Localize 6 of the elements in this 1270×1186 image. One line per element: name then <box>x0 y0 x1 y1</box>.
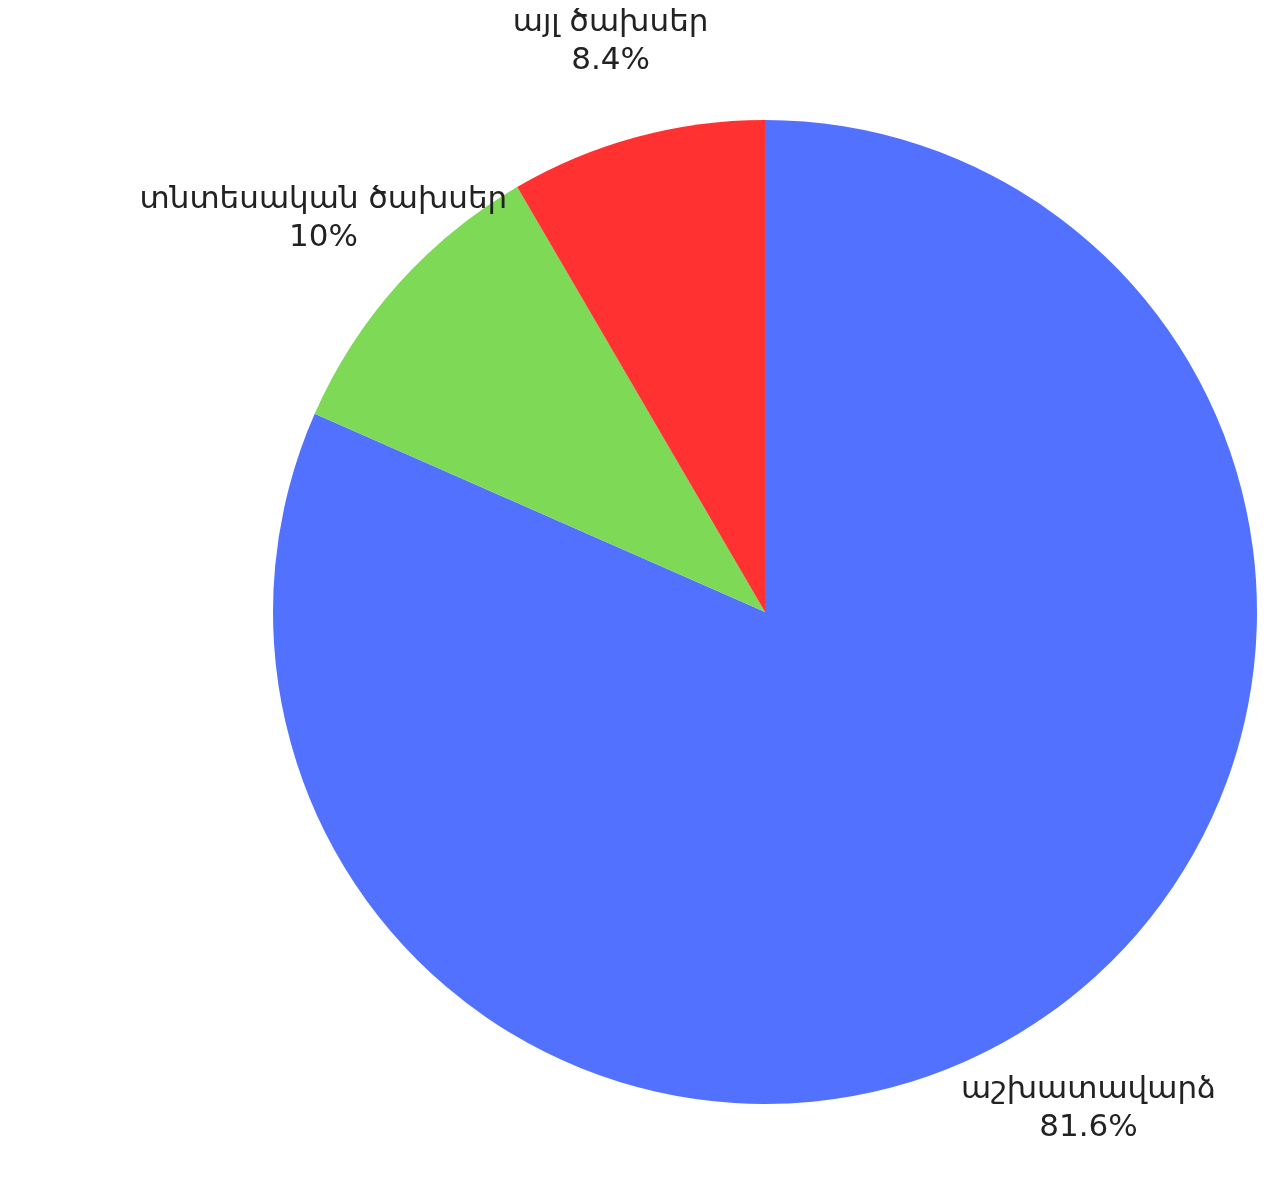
data-label: 81.6% <box>1039 1106 1138 1143</box>
data-label: 8.4% <box>571 39 650 76</box>
slice-label: տնտեսական ծախսեր <box>139 178 508 215</box>
slice-label: աշխատավարձ <box>960 1068 1216 1105</box>
slice-label: այլ ծախսեր <box>512 1 709 38</box>
data-label: 10% <box>288 216 358 253</box>
